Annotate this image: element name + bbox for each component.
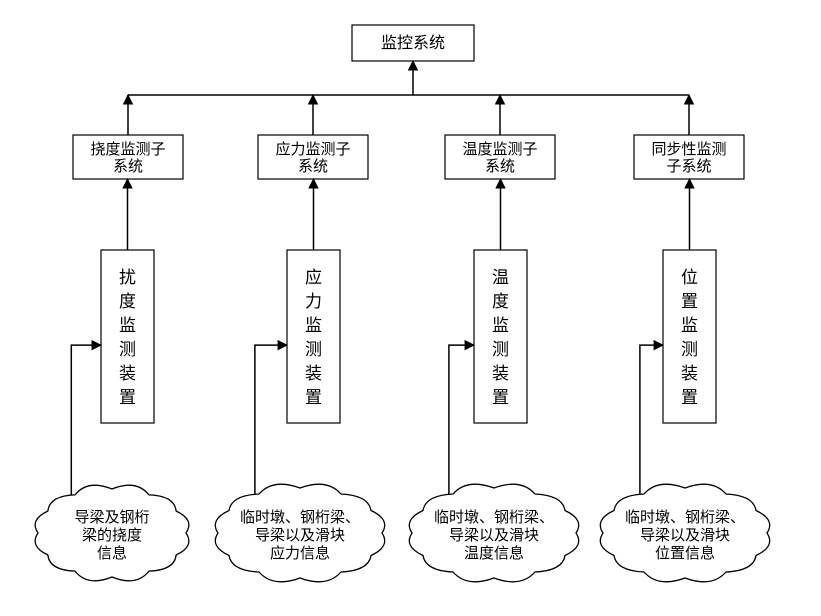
svg-text:导梁以及滑块: 导梁以及滑块 — [449, 527, 539, 544]
svg-text:测: 测 — [681, 340, 698, 359]
svg-text:温度监测子: 温度监测子 — [462, 141, 537, 158]
svg-text:导梁及钢桁: 导梁及钢桁 — [74, 509, 149, 526]
svg-text:信息: 信息 — [97, 545, 127, 562]
svg-text:装: 装 — [681, 364, 698, 383]
svg-text:临时墩、钢桁梁、: 临时墩、钢桁梁、 — [434, 509, 554, 526]
svg-text:力: 力 — [305, 292, 322, 311]
svg-text:置: 置 — [492, 388, 509, 407]
svg-text:装: 装 — [305, 364, 322, 383]
svg-text:温度信息: 温度信息 — [464, 545, 524, 562]
svg-text:测: 测 — [119, 340, 136, 359]
svg-text:系统: 系统 — [298, 158, 328, 175]
svg-text:临时墩、钢桁梁、: 临时墩、钢桁梁、 — [240, 509, 360, 526]
svg-text:导梁以及滑块: 导梁以及滑块 — [255, 527, 345, 544]
svg-text:监: 监 — [492, 316, 509, 335]
svg-text:监: 监 — [119, 316, 136, 335]
svg-text:度: 度 — [119, 292, 136, 311]
svg-text:温: 温 — [492, 268, 509, 287]
svg-text:监: 监 — [305, 316, 322, 335]
svg-text:导梁以及滑块: 导梁以及滑块 — [640, 527, 730, 544]
flowchart-diagram: 监控系统挠度监测子系统扰度监测装置导梁及钢桁梁的挠度信息应力监测子系统应力监测装… — [0, 0, 821, 616]
svg-text:置: 置 — [119, 388, 136, 407]
svg-text:位: 位 — [681, 268, 698, 287]
svg-text:装: 装 — [492, 364, 509, 383]
svg-text:装: 装 — [119, 364, 136, 383]
svg-text:测: 测 — [305, 340, 322, 359]
svg-text:扰: 扰 — [119, 268, 136, 287]
svg-text:置: 置 — [305, 388, 322, 407]
svg-text:系统: 系统 — [113, 158, 143, 175]
svg-text:置: 置 — [681, 292, 698, 311]
svg-text:应力信息: 应力信息 — [270, 544, 330, 562]
svg-text:子系统: 子系统 — [666, 158, 711, 175]
svg-text:应: 应 — [305, 268, 322, 287]
svg-text:监控系统: 监控系统 — [381, 34, 445, 52]
svg-text:系统: 系统 — [485, 158, 515, 175]
svg-text:置: 置 — [681, 388, 698, 407]
svg-text:应力监测子: 应力监测子 — [275, 140, 350, 158]
svg-text:临时墩、钢桁梁、: 临时墩、钢桁梁、 — [625, 509, 745, 526]
svg-text:度: 度 — [492, 292, 509, 311]
svg-text:挠度监测子: 挠度监测子 — [90, 141, 165, 158]
svg-text:梁的挠度: 梁的挠度 — [82, 527, 142, 544]
svg-text:位置信息: 位置信息 — [655, 545, 715, 562]
svg-text:同步性监测: 同步性监测 — [651, 141, 726, 158]
svg-text:测: 测 — [492, 340, 509, 359]
svg-text:监: 监 — [681, 316, 698, 335]
